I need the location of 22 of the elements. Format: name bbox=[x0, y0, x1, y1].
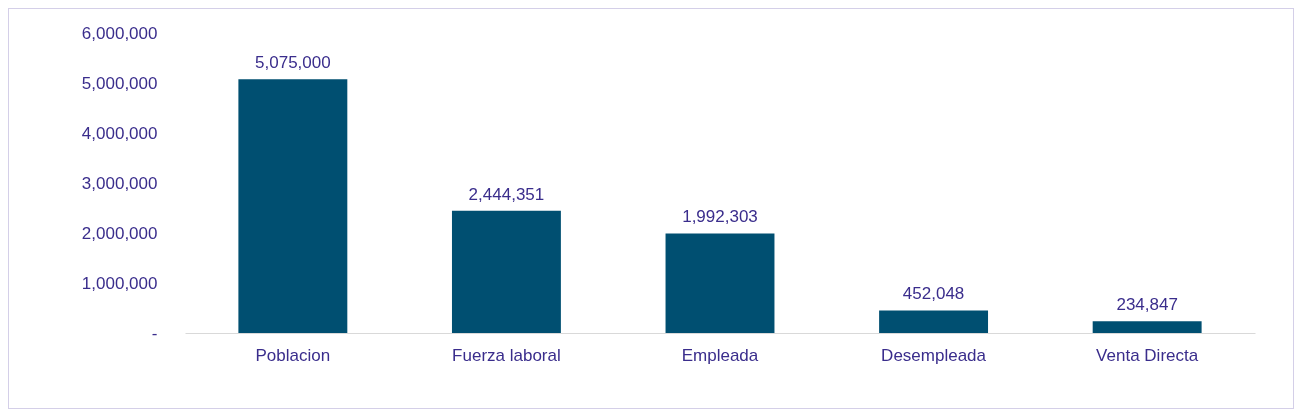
y-tick-label: 5,000,000 bbox=[81, 73, 158, 93]
y-tick-label: - bbox=[151, 323, 158, 343]
bar bbox=[665, 233, 775, 333]
data-label: 234,847 bbox=[1116, 295, 1178, 315]
x-tick-label: Venta Directa bbox=[1096, 345, 1199, 365]
y-tick-label: 2,000,000 bbox=[81, 223, 158, 243]
bar bbox=[238, 79, 348, 333]
data-label: 1,992,303 bbox=[682, 207, 758, 227]
y-tick-label: 6,000,000 bbox=[81, 23, 158, 43]
data-label: 2,444,351 bbox=[468, 184, 545, 204]
x-tick-label: Fuerza laboral bbox=[452, 345, 561, 365]
y-tick-label: 4,000,000 bbox=[81, 123, 158, 143]
bar bbox=[1092, 321, 1202, 333]
data-label: 5,075,000 bbox=[255, 53, 331, 73]
x-tick-label: Empleada bbox=[681, 345, 759, 365]
bar bbox=[451, 210, 561, 333]
y-tick-label: 1,000,000 bbox=[81, 273, 158, 293]
x-tick-label: Poblacion bbox=[255, 345, 331, 365]
data-label: 452,048 bbox=[902, 284, 965, 304]
y-tick-label: 3,000,000 bbox=[81, 173, 158, 193]
x-tick-label: Desempleada bbox=[881, 345, 987, 365]
bar bbox=[879, 310, 989, 333]
